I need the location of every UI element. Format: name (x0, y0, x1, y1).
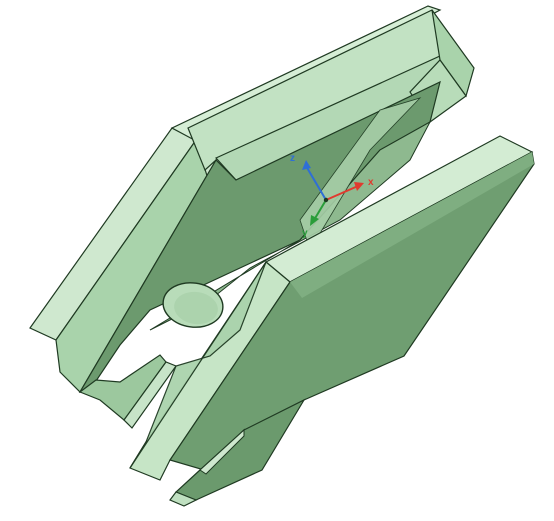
left-rail-bottom-notch (78, 354, 167, 421)
left-lower-tab (129, 261, 267, 469)
y-axis-label: y (302, 228, 308, 239)
z-axis-label: z (290, 153, 295, 164)
inner-channel-floor (149, 120, 432, 331)
front-plate-face-highlight (290, 152, 534, 298)
axis-triad: z x y (290, 153, 374, 239)
z-axis-arrow-icon (302, 160, 311, 170)
x-axis-arrow-icon (354, 182, 364, 191)
front-plate-bottom-tab-edge (169, 491, 198, 507)
y-axis-arrow-icon (310, 215, 319, 226)
cylindrical-hole-inner (174, 291, 218, 325)
x-axis-label: x (368, 177, 374, 188)
z-axis-line (305, 165, 327, 201)
x-axis-line (325, 185, 359, 201)
origin-point (323, 197, 329, 203)
front-plate-tab-slot (199, 428, 245, 475)
y-axis-line (313, 199, 327, 221)
